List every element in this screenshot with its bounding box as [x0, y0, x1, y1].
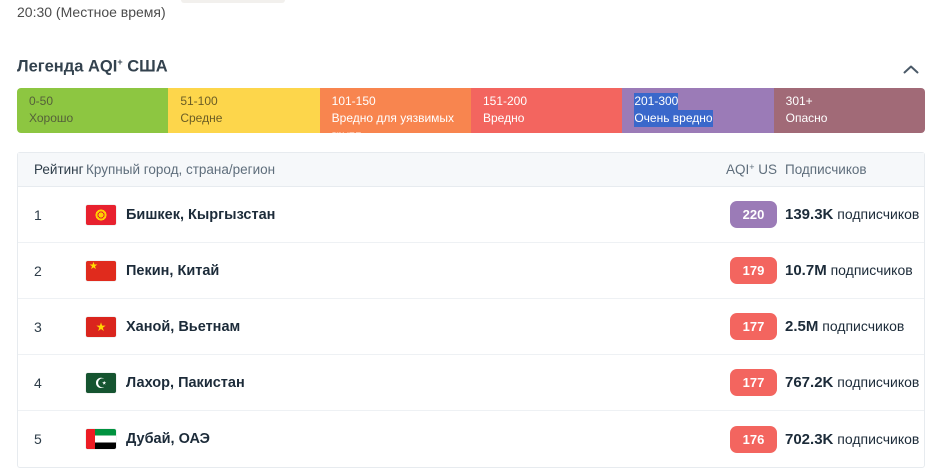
flag-vietnam-icon — [86, 316, 116, 337]
followers-count: 2.5M — [785, 318, 819, 335]
flag-uae-icon — [86, 429, 116, 449]
legend-range: 51-100 — [180, 94, 218, 108]
legend-label: Хорошо — [29, 111, 74, 125]
table-row[interactable]: 5 Дубай, ОАЭ 176 702.3K подписчиков — [18, 411, 924, 467]
followers-label: подписчиков — [818, 318, 905, 334]
city-name-link[interactable]: Дубай, ОАЭ — [126, 431, 210, 447]
header-followers: Подписчиков — [785, 162, 867, 177]
aqi-cell: 220 — [685, 201, 785, 228]
aqi-cell: 176 — [685, 425, 785, 453]
header-rank: Рейтинг — [34, 162, 84, 177]
legend-title-sup: + — [117, 57, 123, 67]
followers-cell: 767.2K подписчиков — [785, 374, 924, 391]
followers-label: подписчиков — [833, 206, 920, 222]
legend-segment-unhealthy: 151-200 Вредно — [470, 88, 623, 133]
rank-cell: 1 — [34, 206, 42, 223]
aqi-legend-bar: 0-50 Хорошо 51-100 Средне 101-150 Вредно… — [17, 88, 925, 133]
city-name-link[interactable]: Лахор, Пакистан — [126, 374, 245, 391]
aqi-badge: 177 — [730, 369, 777, 396]
legend-range: 101-150 — [331, 94, 376, 108]
local-time-text: 20:30 (Местное время) — [17, 4, 166, 20]
legend-segment-very-unhealthy: 201-300 Очень вредно — [622, 88, 774, 133]
legend-range-selected: 201-300 — [634, 93, 679, 110]
legend-title-prefix: Легенда AQI — [17, 57, 118, 76]
aqi-badge: 176 — [730, 425, 777, 453]
table-row[interactable]: 4 Лахор, Пакистан 177 767.2K подписчиков — [18, 355, 924, 411]
legend-collapse-button[interactable] — [898, 58, 924, 80]
legend-label: Средне — [180, 111, 223, 125]
legend-range: 151-200 — [482, 94, 528, 108]
followers-label: подписчиков — [826, 262, 913, 278]
city-ranking-table: Рейтинг Крупный город, страна/регион AQI… — [17, 152, 925, 468]
followers-label: подписчиков — [833, 374, 920, 390]
city-cell: Бишкек, Кыргызстан — [86, 204, 685, 225]
header-aqi: AQI + US — [725, 162, 777, 177]
legend-segment-unhealthy-sensitive: 101-150 Вредно для уязвимых групп — [319, 88, 471, 133]
rank-cell: 2 — [34, 262, 42, 279]
aqi-badge: 220 — [730, 201, 777, 228]
followers-cell: 139.3K подписчиков — [785, 206, 924, 223]
flag-kyrgyzstan-icon — [86, 204, 116, 225]
rank-cell: 4 — [34, 374, 42, 391]
legend-segment-good: 0-50 Хорошо — [17, 88, 169, 133]
city-cell: Пекин, Китай — [86, 260, 685, 281]
followers-cell: 10.7M подписчиков — [785, 262, 924, 279]
rank-cell: 3 — [34, 318, 42, 335]
followers-cell: 2.5M подписчиков — [785, 318, 924, 335]
legend-segment-hazardous: 301+ Опасно — [773, 88, 925, 133]
city-cell: Дубай, ОАЭ — [86, 429, 685, 449]
cutoff-ui-fragment — [181, 0, 285, 3]
aqi-badge: 177 — [730, 313, 777, 340]
followers-cell: 702.3K подписчиков — [785, 431, 924, 448]
flag-pakistan-icon — [86, 372, 116, 393]
legend-range: 0-50 — [29, 94, 54, 108]
city-name-link[interactable]: Ханой, Вьетнам — [126, 318, 241, 335]
followers-count: 10.7M — [785, 262, 827, 279]
city-name-link[interactable]: Бишкек, Кыргызстан — [126, 206, 276, 223]
table-row[interactable]: 2 Пекин, Китай 179 10.7M подписчиков — [18, 243, 924, 299]
table-header-row: Рейтинг Крупный город, страна/регион AQI… — [18, 153, 924, 187]
table-row[interactable]: 1 Бишкек, Кыргызстан 220 139.3K подписчи… — [18, 187, 924, 243]
followers-count: 702.3K — [785, 430, 834, 448]
legend-label-selected: Очень вредно — [634, 110, 713, 127]
rank-cell: 5 — [34, 431, 42, 447]
city-cell: Ханой, Вьетнам — [86, 316, 685, 337]
header-city: Крупный город, страна/регион — [86, 162, 276, 177]
aqi-cell: 177 — [685, 369, 785, 396]
chevron-up-icon — [903, 65, 919, 73]
followers-count: 139.3K — [785, 206, 834, 223]
aqi-cell: 177 — [685, 313, 785, 340]
city-cell: Лахор, Пакистан — [86, 372, 685, 393]
legend-label: Вредно для уязвимых групп — [331, 111, 455, 133]
city-name-link[interactable]: Пекин, Китай — [126, 262, 220, 279]
flag-china-icon — [86, 260, 116, 281]
aqi-badge: 179 — [730, 257, 777, 284]
legend-title-suffix: США — [122, 57, 168, 76]
legend-segment-moderate: 51-100 Средне — [168, 88, 320, 133]
followers-count: 767.2K — [785, 374, 834, 391]
legend-label: Опасно — [785, 111, 828, 125]
legend-range: 301+ — [785, 94, 813, 108]
legend-label: Вредно — [482, 111, 525, 125]
legend-title: Легенда AQI+ США — [17, 57, 168, 77]
followers-label: подписчиков — [833, 430, 920, 447]
aqi-cell: 179 — [685, 257, 785, 284]
table-row[interactable]: 3 Ханой, Вьетнам 177 2.5M подписчиков — [18, 299, 924, 355]
